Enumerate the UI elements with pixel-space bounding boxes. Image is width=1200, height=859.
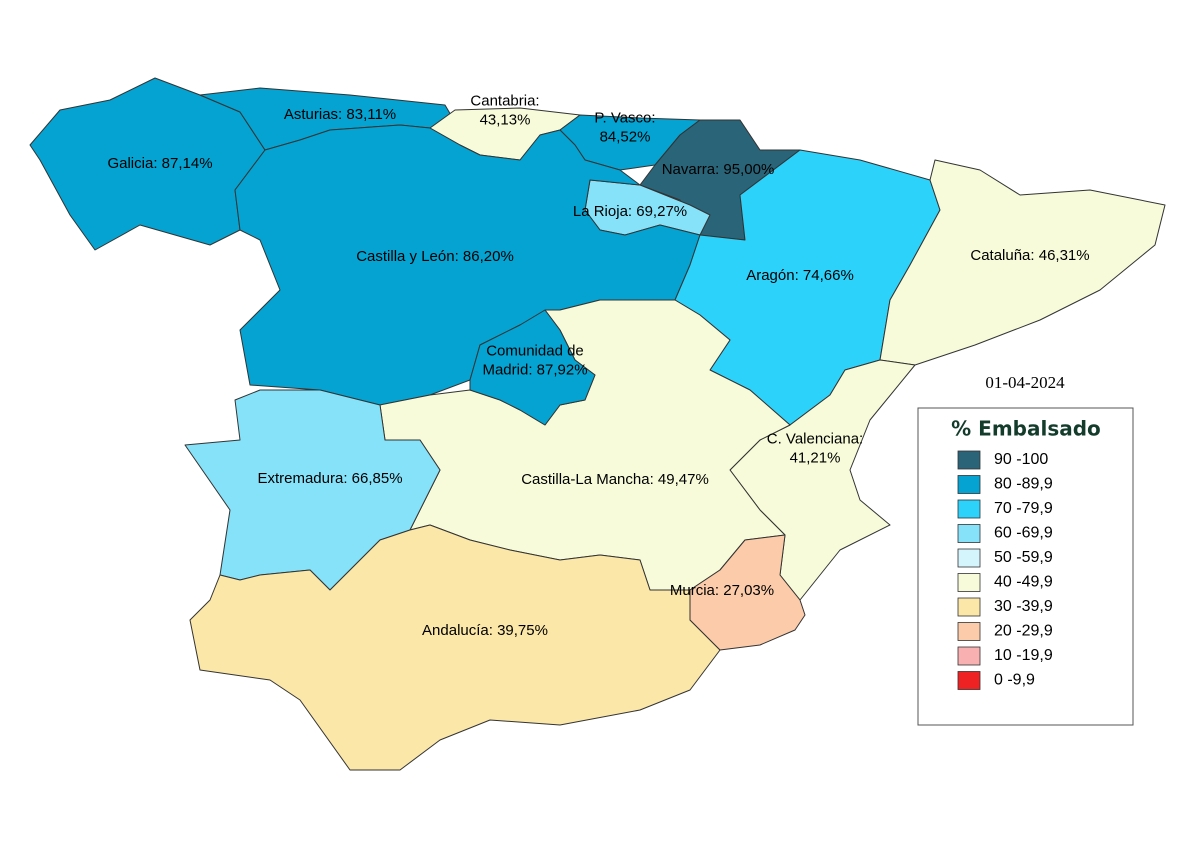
region-label: Comunidad de [486, 342, 584, 359]
legend-swatch [957, 524, 981, 543]
legend-label: 30 -39,9 [994, 598, 1053, 615]
legend-swatch [957, 548, 981, 568]
legend-title: % Embalsado [951, 417, 1101, 441]
legend-swatch [957, 622, 981, 641]
region-label: Extremadura: 66,85% [257, 470, 402, 487]
legend-label: 50 -59,9 [994, 549, 1053, 566]
regions [29, 77, 1166, 771]
legend-swatch [957, 597, 981, 617]
region-madrid [469, 309, 596, 426]
legend-swatch [957, 646, 981, 666]
region-label: C. Valenciana: [767, 430, 863, 447]
region-labels: Galicia: 87,14% Asturias: 83,11% Cantabria… [107, 92, 1089, 639]
region-label: 41,21% [790, 449, 841, 466]
region-cataluna [879, 159, 1166, 366]
legend-label: 0 -9,9 [994, 672, 1035, 689]
region-label: 43,13% [480, 111, 531, 128]
region-castilla-leon [234, 124, 701, 406]
region-label: Madrid: 87,92% [482, 361, 587, 378]
region-label: Castilla-La Mancha: 49,47% [521, 471, 709, 488]
legend-label: 60 -69,9 [994, 525, 1053, 542]
region-label: La Rioja: 69,27% [573, 203, 687, 220]
region-label: Castilla y León: 86,20% [356, 248, 514, 265]
region-label: Asturias: 83,11% [284, 106, 396, 123]
region-label: Galicia: 87,14% [107, 155, 212, 172]
legend-label: 10 -19,9 [994, 647, 1053, 664]
legend-swatch [957, 450, 981, 470]
legend-swatch [957, 573, 981, 592]
region-label: Navarra: 95,00% [662, 161, 775, 178]
legend-label: 40 -49,9 [994, 574, 1053, 591]
region-label: P. Vasco: [594, 109, 655, 126]
region-label: Cantabria: [470, 92, 539, 109]
legend-items: 90 -100 80 -89,9 70 -79,9 60 -69,9 50 -59,9 4… [957, 450, 1053, 690]
legend-swatch [957, 671, 981, 690]
legend-label: 80 -89,9 [994, 476, 1053, 493]
legend-swatch [957, 499, 981, 519]
legend-label: 70 -79,9 [994, 500, 1053, 517]
region-label: Aragón: 74,66% [746, 267, 854, 284]
region-label: 84,52% [600, 128, 651, 145]
date: 01-04-2024 [985, 373, 1065, 392]
region-label: Andalucía: 39,75% [422, 622, 548, 639]
region-label: Murcia: 27,03% [670, 582, 774, 599]
legend-label: 20 -29,9 [994, 623, 1053, 640]
legend-box [917, 407, 1134, 726]
legend-swatch [957, 475, 981, 494]
region-murcia [689, 534, 806, 651]
legend-label: 90 -100 [994, 451, 1048, 468]
region-label: Cataluña: 46,31% [970, 247, 1089, 264]
